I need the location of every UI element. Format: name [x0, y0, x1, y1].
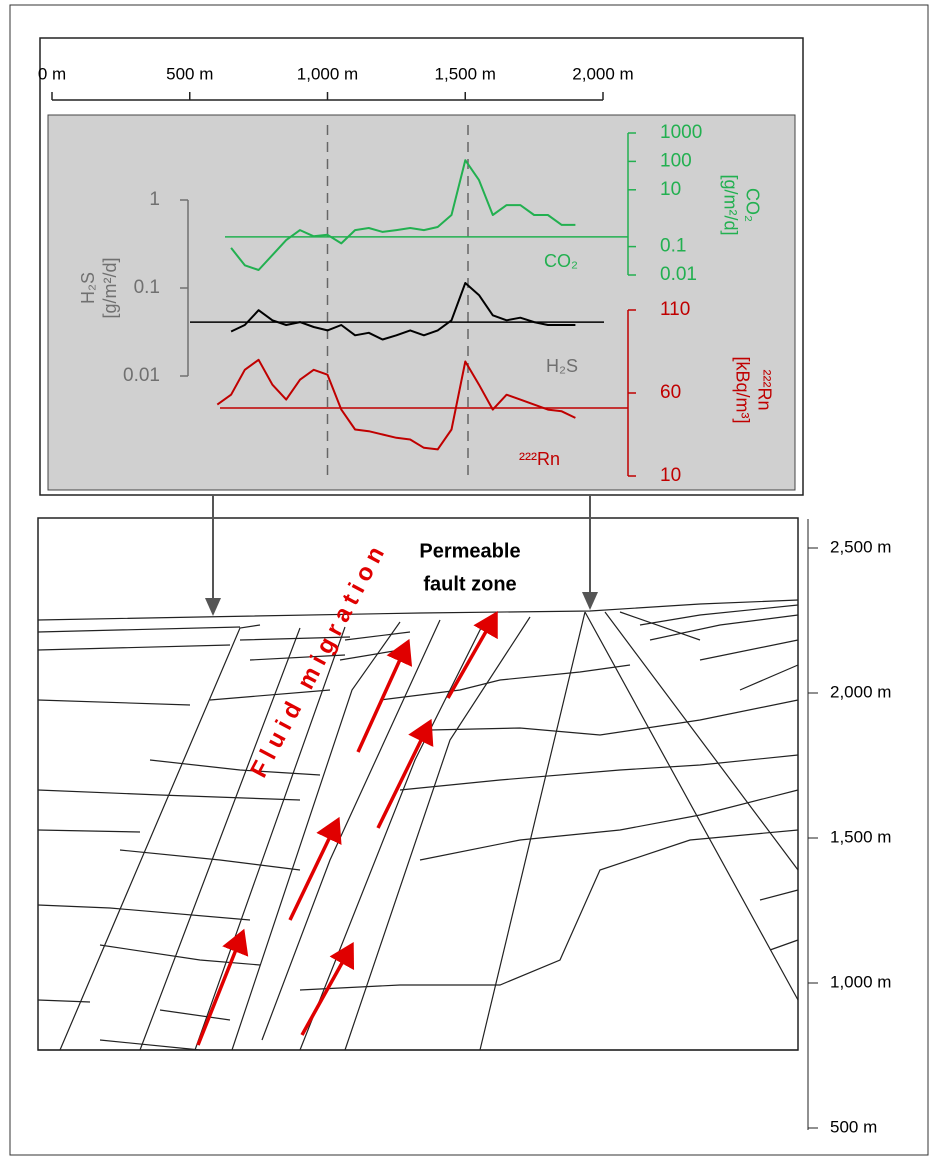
y-axis-title: ²²²Rn [754, 370, 774, 411]
y-axis-title: H₂S [78, 272, 98, 304]
depth-tick-label: 2,000 m [830, 682, 891, 701]
x-tick-label: 1,500 m [435, 64, 496, 83]
y-tick-label: 0.1 [660, 236, 686, 257]
y-tick-label: 0.01 [660, 264, 697, 285]
y-tick-label: 60 [660, 382, 681, 403]
y-tick-label: 10 [660, 465, 681, 486]
y-axis-title: [kBq/m³] [732, 356, 752, 423]
x-tick-label: 500 m [166, 64, 213, 83]
x-tick-label: 1,000 m [297, 64, 358, 83]
depth-tick-label: 1,500 m [830, 827, 891, 846]
series-label: H₂S [546, 356, 578, 376]
depth-ticks: 2,500 m 2,000 m 1,500 m 1,000 m 500 m [808, 537, 891, 1136]
y-axis-title: [g/m²/d] [100, 257, 120, 318]
depth-tick-label: 500 m [830, 1117, 877, 1136]
depth-tick-label: 2,500 m [830, 537, 891, 556]
y-tick-label: 10 [660, 179, 681, 200]
y-tick-label: 100 [660, 150, 692, 171]
y-axis-title: CO₂ [742, 188, 762, 222]
x-tick-label: 0 m [38, 64, 66, 83]
y-tick-label: 0.01 [123, 365, 160, 386]
y-tick-label: 110 [660, 299, 690, 320]
fault-zone-label: fault zone [423, 573, 516, 595]
y-tick-label: 0.1 [134, 277, 160, 298]
y-axis-title: [g/m²/d] [720, 174, 740, 235]
section-panel [38, 518, 798, 1050]
depth-tick-label: 1,000 m [830, 972, 891, 991]
x-tick-label: 2,000 m [572, 64, 633, 83]
fault-zone-label: Permeable [419, 540, 520, 562]
series-label: CO₂ [544, 251, 578, 271]
y-tick-label: 1 [149, 189, 160, 210]
series-label: ²²²Rn [519, 449, 560, 469]
figure: 0 m500 m1,000 m1,500 m2,000 m0.010.11010… [0, 0, 938, 1159]
y-tick-label: 1000 [660, 122, 702, 143]
